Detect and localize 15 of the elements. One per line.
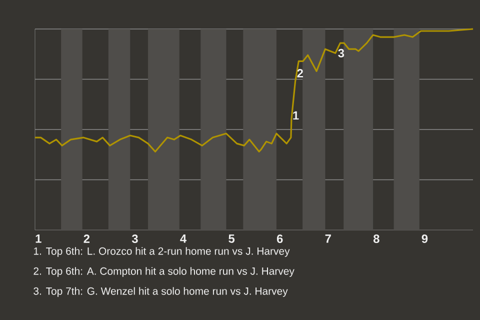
x-tick-label: 6 xyxy=(276,234,283,243)
text: 1. Top 6th: L. Orozco hit a 2-run home run vs J. Harvey xyxy=(34,247,290,257)
annotation: 1 xyxy=(293,111,299,120)
x-tick-label: 5 xyxy=(228,234,235,243)
x-tick-label: 9 xyxy=(422,234,428,243)
x-tick-label: 3 xyxy=(132,234,138,244)
annotation: 2 xyxy=(297,69,303,78)
x-tick-label: 7 xyxy=(325,234,331,243)
x-tick-label: 1 xyxy=(36,234,42,243)
x-tick-label: 4 xyxy=(180,234,187,243)
x-tick-label: 2 xyxy=(84,234,90,243)
annotation: 3 xyxy=(338,48,344,58)
text: 2. Top 6th: A. Compton hit a solo home run vs J. Harvey xyxy=(34,267,294,277)
x-tick-label: 8 xyxy=(373,234,380,243)
text: 3. Top 7th: G. Wenzel hit a solo home run vs J. Harvey xyxy=(34,287,288,297)
